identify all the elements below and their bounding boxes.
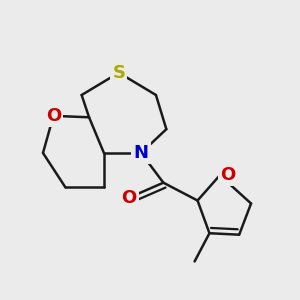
Text: N: N: [134, 144, 148, 162]
Text: O: O: [220, 166, 235, 184]
Text: O: O: [46, 107, 61, 125]
Text: S: S: [112, 64, 125, 82]
Text: O: O: [122, 189, 137, 207]
